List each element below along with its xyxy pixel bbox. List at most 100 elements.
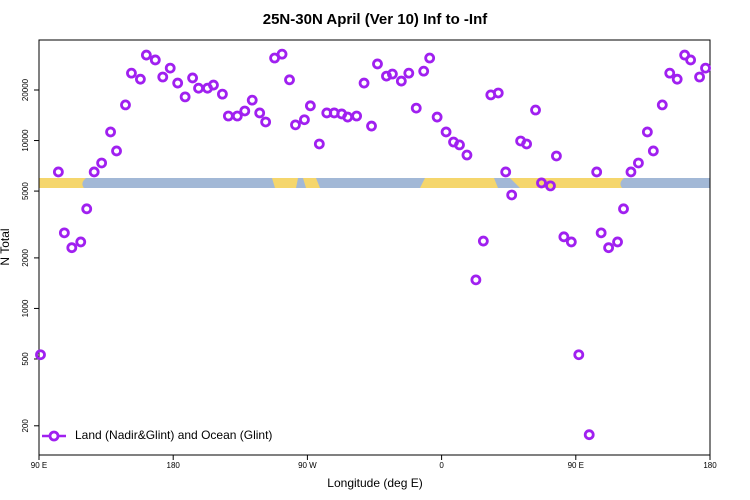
point	[506, 189, 518, 201]
legend-label: Land (Nadir&Glint) and Ocean (Glint)	[75, 428, 272, 442]
point	[260, 116, 272, 128]
point	[254, 107, 266, 119]
x-tick-label: 0	[439, 461, 444, 470]
point	[111, 145, 122, 157]
point	[395, 75, 407, 87]
point	[231, 110, 243, 122]
point	[583, 429, 595, 441]
point	[386, 68, 398, 80]
point	[120, 99, 131, 111]
point	[671, 73, 683, 85]
point	[157, 71, 169, 83]
y-tick-label: 2000	[21, 248, 30, 266]
point	[700, 62, 711, 74]
point	[440, 126, 452, 138]
x-tick-label: 90 W	[298, 461, 317, 470]
point	[126, 67, 137, 79]
point	[558, 231, 570, 243]
point	[187, 72, 198, 84]
legend-marker	[48, 430, 60, 442]
point	[246, 94, 258, 106]
land	[272, 178, 320, 188]
point	[208, 79, 219, 91]
y-axis-label: N Total	[0, 228, 12, 265]
point	[313, 138, 325, 150]
x-axis-label: Longitude (deg E)	[327, 476, 422, 490]
point	[477, 235, 489, 247]
point	[664, 67, 676, 79]
y-tick-label: 5000	[21, 182, 30, 200]
point	[573, 349, 585, 361]
land	[420, 178, 624, 188]
point	[66, 242, 78, 254]
point	[656, 99, 668, 111]
y-tick-label: 500	[21, 352, 30, 366]
point	[299, 114, 310, 126]
point	[239, 105, 251, 117]
x-tick-label: 180	[167, 461, 181, 470]
y-tick-label: 200	[21, 419, 30, 433]
y-tick-label: 20000	[21, 78, 30, 101]
point	[461, 149, 473, 161]
point	[431, 111, 443, 123]
point	[633, 157, 644, 169]
point	[551, 150, 562, 162]
ocean	[39, 178, 710, 188]
y-tick-label: 10000	[21, 129, 30, 152]
point	[140, 49, 152, 61]
point	[58, 227, 70, 239]
point	[418, 65, 430, 77]
point	[217, 88, 228, 100]
point	[88, 166, 100, 178]
point	[403, 67, 415, 79]
point	[595, 227, 607, 239]
point	[625, 166, 637, 178]
plot-frame	[38, 39, 711, 456]
point	[164, 62, 176, 74]
point	[647, 145, 659, 157]
point	[284, 74, 295, 86]
point	[565, 236, 577, 248]
point	[351, 110, 363, 122]
x-tick-label: 90 E	[31, 461, 47, 470]
point	[694, 71, 705, 83]
point	[521, 138, 532, 150]
point	[134, 73, 146, 85]
land	[39, 178, 86, 188]
point	[536, 177, 547, 189]
land-ocean-band	[39, 178, 710, 188]
point	[149, 54, 161, 66]
chart-title: 25N-30N April (Ver 10) Inf to -Inf	[263, 11, 488, 28]
point	[492, 87, 504, 99]
point	[35, 349, 46, 361]
point	[105, 126, 116, 138]
y-tick-label: 1000	[21, 299, 30, 317]
point	[603, 242, 615, 254]
point	[366, 120, 377, 132]
point	[591, 166, 603, 178]
point	[545, 180, 556, 192]
point	[172, 77, 184, 89]
point	[612, 236, 623, 248]
point	[81, 203, 93, 215]
point	[372, 58, 383, 70]
point	[96, 157, 108, 169]
point	[75, 236, 87, 248]
point	[424, 52, 436, 64]
x-tick-label: 180	[703, 461, 717, 470]
point	[530, 104, 541, 116]
point	[179, 91, 191, 103]
point	[454, 139, 465, 151]
x-tick-label: 90 E	[568, 461, 584, 470]
point	[500, 166, 512, 178]
point	[470, 274, 482, 286]
point	[410, 102, 422, 114]
point	[641, 126, 653, 138]
point	[276, 48, 288, 60]
point	[304, 100, 316, 112]
point	[290, 119, 301, 131]
point	[618, 203, 629, 215]
point	[685, 54, 697, 66]
